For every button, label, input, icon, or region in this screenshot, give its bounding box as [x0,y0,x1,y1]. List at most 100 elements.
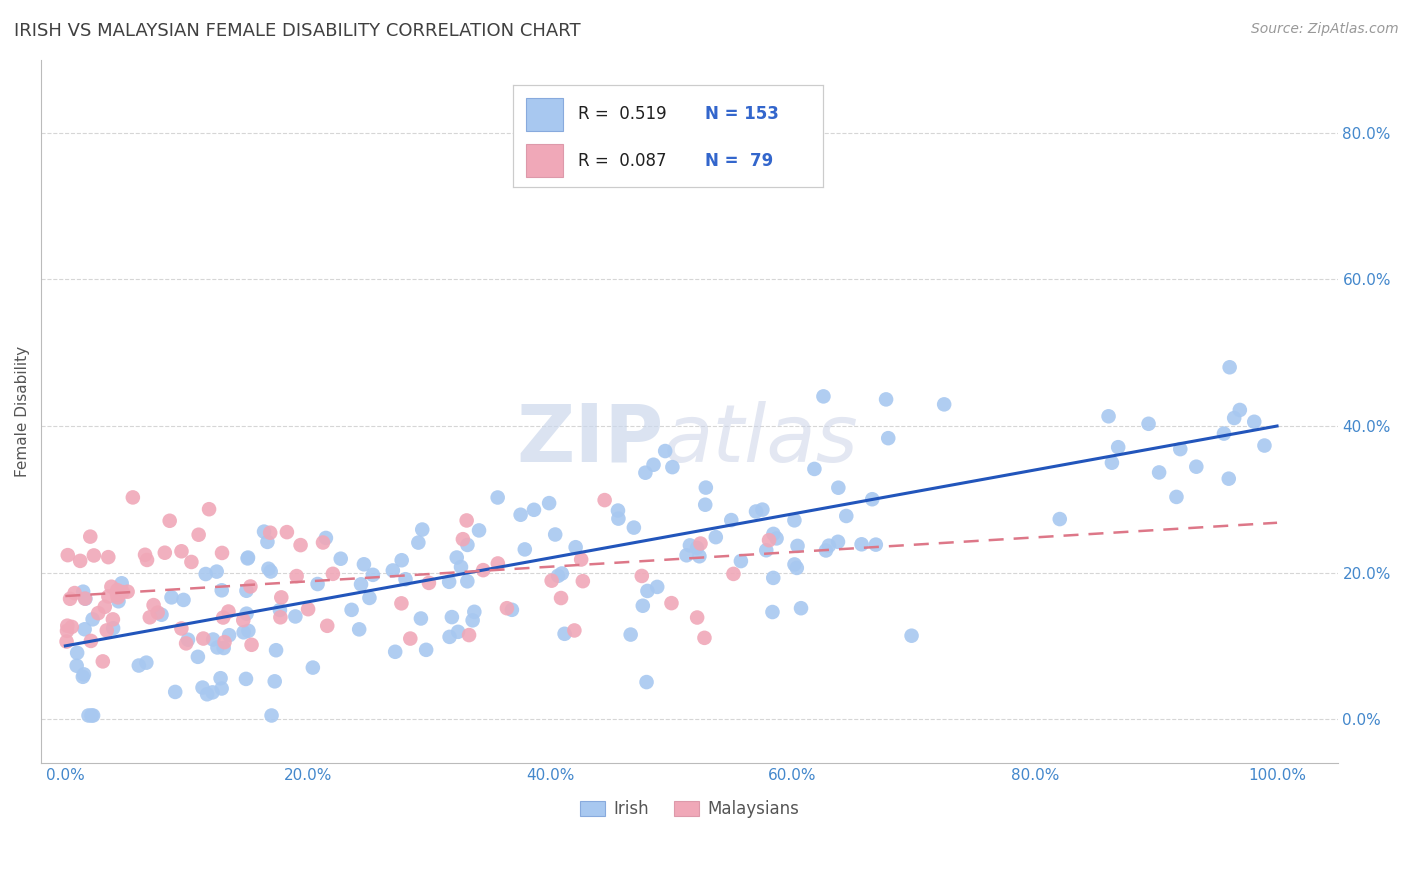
Point [297,602,319,616]
Point [501,603,523,617]
Point [73,591,96,606]
Point [79,530,101,544]
Point [232,625,254,640]
Point [276,525,298,540]
Point [399,632,422,646]
Point [80,708,103,723]
Point [240,638,263,652]
Point [643,458,665,472]
Point [264,643,287,657]
Point [260,708,283,723]
Point [540,574,562,588]
Point [827,534,849,549]
Point [256,534,278,549]
Point [361,567,384,582]
Point [456,574,478,589]
Point [486,557,509,571]
Point [174,636,197,650]
Point [257,562,280,576]
Point [259,525,281,540]
Point [135,656,157,670]
Point [269,603,291,617]
Point [211,583,233,598]
Point [451,532,474,546]
Point [97,590,120,604]
Point [877,431,900,445]
Point [73,667,96,681]
Point [418,575,440,590]
Point [69,554,91,568]
Point [509,508,531,522]
Point [1219,360,1241,375]
Point [679,538,702,552]
Point [77,708,100,723]
Point [235,583,257,598]
Point [607,511,630,525]
Point [60,620,83,634]
Point [187,649,209,664]
Point [101,621,124,635]
Point [56,624,79,638]
Point [1166,490,1188,504]
Point [394,572,416,586]
Point [87,606,110,620]
Point [316,619,339,633]
Point [636,675,658,690]
Point [569,552,592,566]
Point [260,565,283,579]
Point [720,513,742,527]
Point [496,601,519,615]
Point [91,654,114,668]
Point [1168,442,1191,456]
Text: IRISH VS MALAYSIAN FEMALE DISABILITY CORRELATION CHART: IRISH VS MALAYSIAN FEMALE DISABILITY COR… [14,22,581,40]
Point [751,502,773,516]
Point [195,687,218,701]
Point [415,643,437,657]
Point [865,538,887,552]
Point [450,560,472,574]
Point [56,618,79,632]
Point [411,523,433,537]
Point [704,530,727,544]
Point [232,613,254,627]
Point [290,538,312,552]
Point [209,671,232,685]
Point [347,623,370,637]
Point [762,527,785,541]
Point [211,546,233,560]
Point [117,584,139,599]
Point [101,612,124,626]
Point [96,624,118,638]
Point [350,577,373,591]
Point [1101,456,1123,470]
Point [100,580,122,594]
Point [312,535,335,549]
Point [94,599,117,614]
Point [761,605,783,619]
Point [818,539,841,553]
Text: N =  79: N = 79 [704,152,773,169]
Y-axis label: Female Disability: Female Disability [15,346,30,477]
Point [813,389,835,403]
Point [835,508,858,523]
Point [153,546,176,560]
Point [212,610,235,624]
Point [128,658,150,673]
Point [607,503,630,517]
Point [814,543,837,558]
Point [630,569,652,583]
Text: N = 153: N = 153 [704,105,779,123]
Point [765,532,787,546]
Point [159,514,181,528]
Point [322,566,344,581]
Point [139,610,162,624]
Point [554,627,576,641]
Point [217,605,239,619]
Point [111,576,134,591]
Point [875,392,897,407]
Point [239,579,262,593]
Point [253,524,276,539]
Point [177,632,200,647]
Point [645,580,668,594]
Point [440,610,463,624]
